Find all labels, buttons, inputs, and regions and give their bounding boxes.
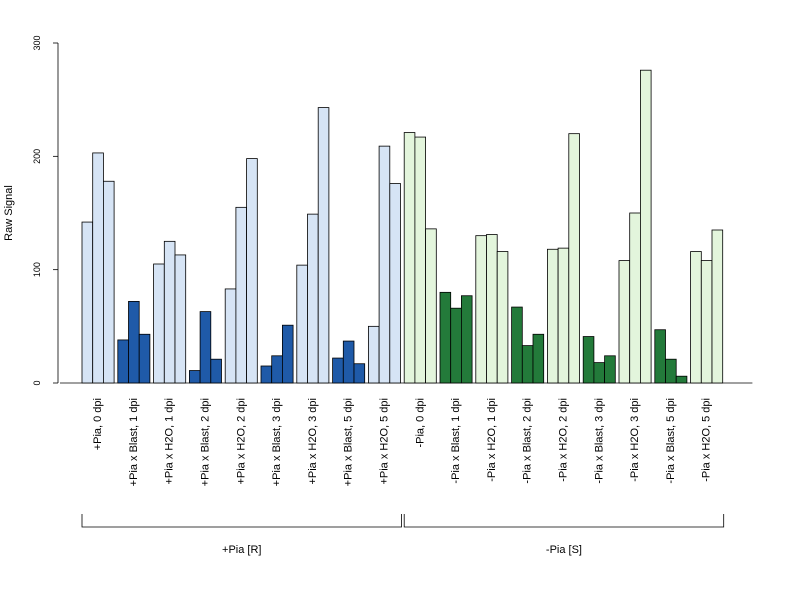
bar bbox=[342, 340, 355, 384]
category-label: -Pia x H2O, 5 dpi bbox=[701, 398, 713, 482]
category-label: +Pia x Blast, 2 dpi bbox=[199, 398, 211, 486]
bar bbox=[153, 263, 165, 384]
bar bbox=[460, 295, 473, 384]
bar bbox=[332, 357, 344, 384]
bar bbox=[367, 325, 380, 384]
category-label: -Pia x H2O, 2 dpi bbox=[557, 398, 569, 482]
bar bbox=[711, 229, 724, 384]
bar bbox=[593, 362, 606, 384]
bar bbox=[317, 107, 330, 384]
bar bbox=[690, 251, 702, 384]
bar bbox=[246, 158, 258, 384]
bar bbox=[389, 183, 401, 384]
bar bbox=[511, 306, 523, 384]
bar bbox=[210, 358, 222, 384]
bar bbox=[450, 307, 462, 384]
bar bbox=[521, 345, 534, 384]
bar bbox=[163, 240, 176, 384]
bar bbox=[224, 288, 237, 384]
bar bbox=[414, 136, 426, 384]
group-brackets: +Pia [R] -Pia [S] bbox=[81, 514, 725, 556]
bar bbox=[92, 152, 104, 384]
bar bbox=[629, 212, 641, 384]
bar bbox=[675, 375, 688, 384]
group-bracket bbox=[81, 514, 402, 528]
bar bbox=[532, 333, 545, 384]
bar bbox=[296, 264, 308, 384]
category-label: -Pia x Blast, 3 dpi bbox=[593, 398, 605, 484]
bars bbox=[81, 69, 724, 384]
bar bbox=[138, 333, 151, 384]
bar bbox=[700, 260, 713, 384]
category-label: -Pia x Blast, 5 dpi bbox=[665, 398, 677, 484]
y-axis: 0 100 200 300 bbox=[32, 35, 59, 386]
bar bbox=[604, 355, 616, 384]
bar bbox=[654, 329, 666, 384]
category-label: -Pia x Blast, 2 dpi bbox=[522, 398, 534, 484]
y-tick-label: 300 bbox=[32, 35, 42, 50]
bar bbox=[475, 235, 487, 384]
category-label: +Pia x H2O, 3 dpi bbox=[307, 398, 319, 485]
bar bbox=[425, 228, 437, 384]
bar bbox=[260, 365, 273, 384]
bar bbox=[403, 132, 416, 384]
category-label: -Pia, 0 dpi bbox=[414, 398, 426, 448]
bar bbox=[665, 358, 677, 384]
category-label: -Pia x H2O, 3 dpi bbox=[629, 398, 641, 482]
bar bbox=[640, 69, 652, 384]
category-label: +Pia x H2O, 2 dpi bbox=[235, 398, 247, 485]
bar bbox=[496, 251, 509, 384]
bar bbox=[128, 300, 140, 384]
bar bbox=[174, 254, 187, 384]
bar bbox=[117, 339, 129, 384]
category-label: +Pia x Blast, 1 dpi bbox=[128, 398, 140, 486]
category-label: +Pia x H2O, 5 dpi bbox=[378, 398, 390, 485]
category-label: +Pia x H2O, 1 dpi bbox=[164, 398, 176, 485]
category-label: -Pia x H2O, 1 dpi bbox=[486, 398, 498, 482]
bar bbox=[486, 234, 498, 384]
y-axis-title: Raw Signal bbox=[3, 185, 15, 241]
category-label: +Pia x Blast, 5 dpi bbox=[343, 398, 355, 486]
bar bbox=[281, 324, 294, 384]
group-label: +Pia [R] bbox=[222, 544, 261, 556]
bar bbox=[568, 133, 580, 384]
y-tick-label: 100 bbox=[32, 262, 42, 277]
bar bbox=[199, 311, 212, 384]
bar bbox=[271, 355, 283, 384]
bar bbox=[353, 363, 366, 384]
y-tick-label: 0 bbox=[32, 380, 42, 385]
group-bracket bbox=[403, 514, 725, 528]
group-label: -Pia [S] bbox=[546, 544, 582, 556]
bar bbox=[439, 291, 452, 384]
category-labels: +Pia, 0 dpi +Pia x Blast, 1 dpi +Pia x H2O… bbox=[92, 398, 713, 486]
bar bbox=[103, 180, 115, 384]
category-label: -Pia x Blast, 1 dpi bbox=[450, 398, 462, 484]
category-label: +Pia, 0 dpi bbox=[92, 398, 104, 450]
category-label: +Pia x Blast, 3 dpi bbox=[271, 398, 283, 486]
bar bbox=[188, 370, 201, 384]
bar bbox=[235, 206, 247, 384]
bar bbox=[547, 248, 559, 384]
bar bbox=[307, 213, 319, 384]
bar bbox=[557, 247, 570, 384]
bar bbox=[81, 221, 94, 384]
bar bbox=[378, 145, 391, 384]
y-tick-label: 200 bbox=[32, 149, 42, 164]
bar bbox=[618, 260, 631, 384]
bar bbox=[582, 336, 595, 384]
